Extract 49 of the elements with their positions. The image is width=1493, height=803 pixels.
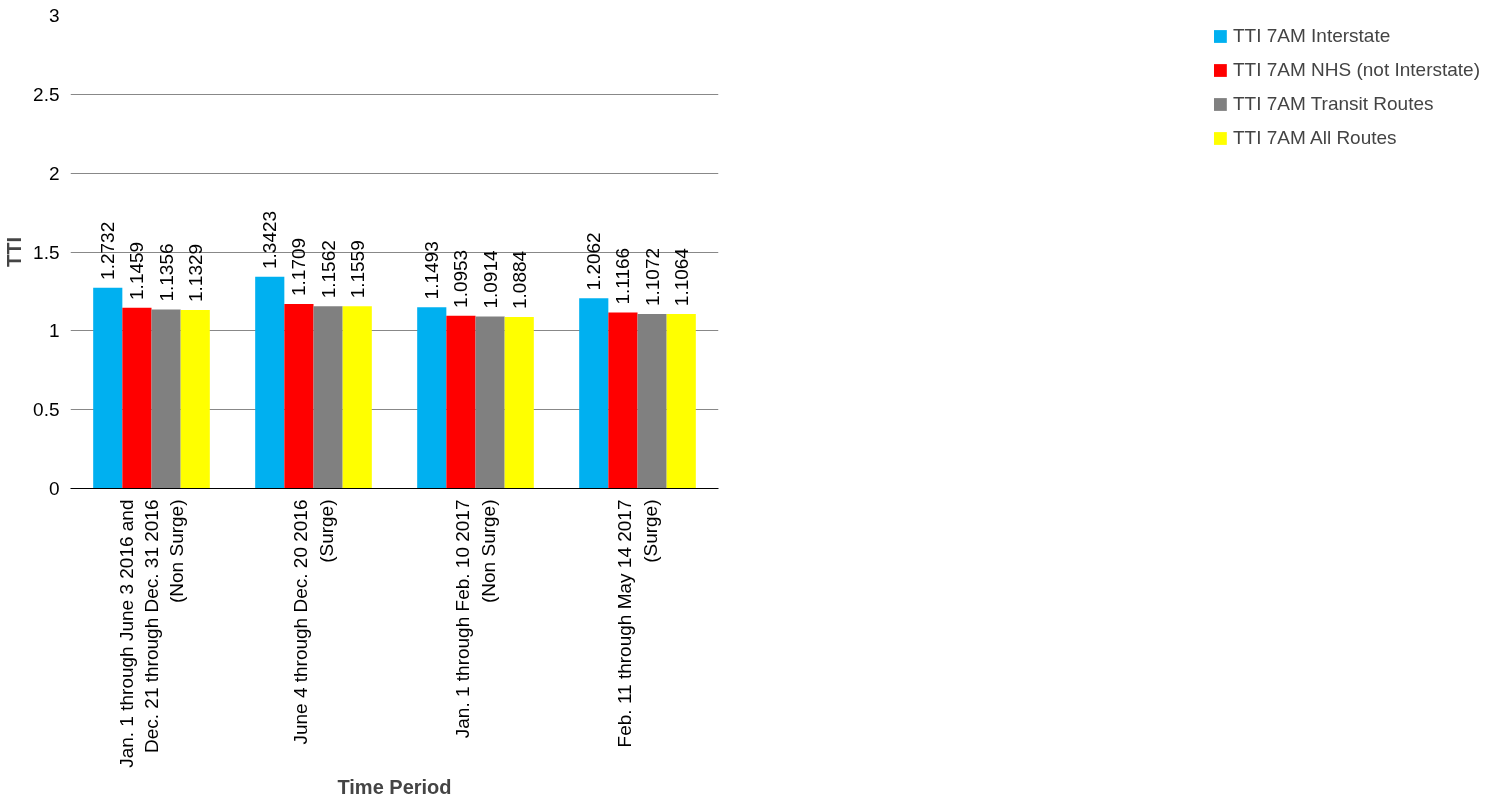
bar <box>417 307 447 489</box>
bar <box>475 316 505 489</box>
bar <box>180 309 210 489</box>
y-tick-label: 1 <box>48 320 60 342</box>
x-tick-label: Jan. 1 through June 3 2016 and Dec. 21 through Dec. 31 2016 (Non Surge) <box>115 499 188 768</box>
data-label: 1.0884 <box>508 250 530 310</box>
bar <box>666 314 696 489</box>
data-label: 1.1166 <box>612 247 634 305</box>
bar <box>122 307 152 489</box>
data-label: 1.1709 <box>288 237 310 296</box>
y-tick-label: 2.5 <box>33 83 60 105</box>
legend-label: TTI 7AM Transit Routes <box>1232 93 1434 115</box>
y-tick-label: 0.5 <box>33 399 60 421</box>
legend-label: TTI 7AM All Routes <box>1232 127 1397 149</box>
bar <box>342 306 372 489</box>
bar <box>579 298 609 489</box>
bar <box>93 287 123 489</box>
y-tick-label: 1.5 <box>33 241 60 263</box>
y-tick-label: 0 <box>48 478 60 499</box>
data-label: 1.0914 <box>479 249 501 309</box>
data-label: 1.0953 <box>450 249 472 308</box>
bar <box>446 315 476 489</box>
data-label: 1.1329 <box>184 243 206 302</box>
data-label: 1.2732 <box>97 221 119 280</box>
x-tick-label: Jan. 1 through Feb. 10 2017 (Non Surge) <box>452 499 499 739</box>
data-label: 1.1493 <box>421 241 443 300</box>
y-axis-title: TTI <box>3 237 26 267</box>
bar <box>284 303 314 489</box>
bar <box>608 312 638 489</box>
data-label: 1.1459 <box>126 241 148 300</box>
legend-label: TTI 7AM Interstate <box>1232 25 1391 47</box>
x-axis-title: Time Period <box>337 775 452 798</box>
data-label: 1.2062 <box>583 232 605 291</box>
bar <box>313 306 343 489</box>
x-tick-label: Feb. 11 through May 14 2017 (Surge) <box>614 499 661 748</box>
bar <box>255 276 285 489</box>
data-label: 1.1562 <box>317 240 339 299</box>
data-label: 1.1064 <box>670 247 692 307</box>
bar <box>504 316 534 489</box>
y-tick-label: 2 <box>48 162 60 184</box>
legend-label: TTI 7AM NHS (not Interstate) <box>1232 59 1480 81</box>
x-tick-label: June 4 through Dec. 20 2016 (Surge) <box>290 499 337 745</box>
data-label: 1.3423 <box>259 210 281 269</box>
bar <box>151 309 181 489</box>
data-label: 1.1356 <box>155 243 177 302</box>
bar <box>637 313 667 489</box>
data-label: 1.1072 <box>641 247 663 307</box>
data-label: 1.1559 <box>346 240 368 299</box>
y-tick-label: 3 <box>48 5 60 26</box>
